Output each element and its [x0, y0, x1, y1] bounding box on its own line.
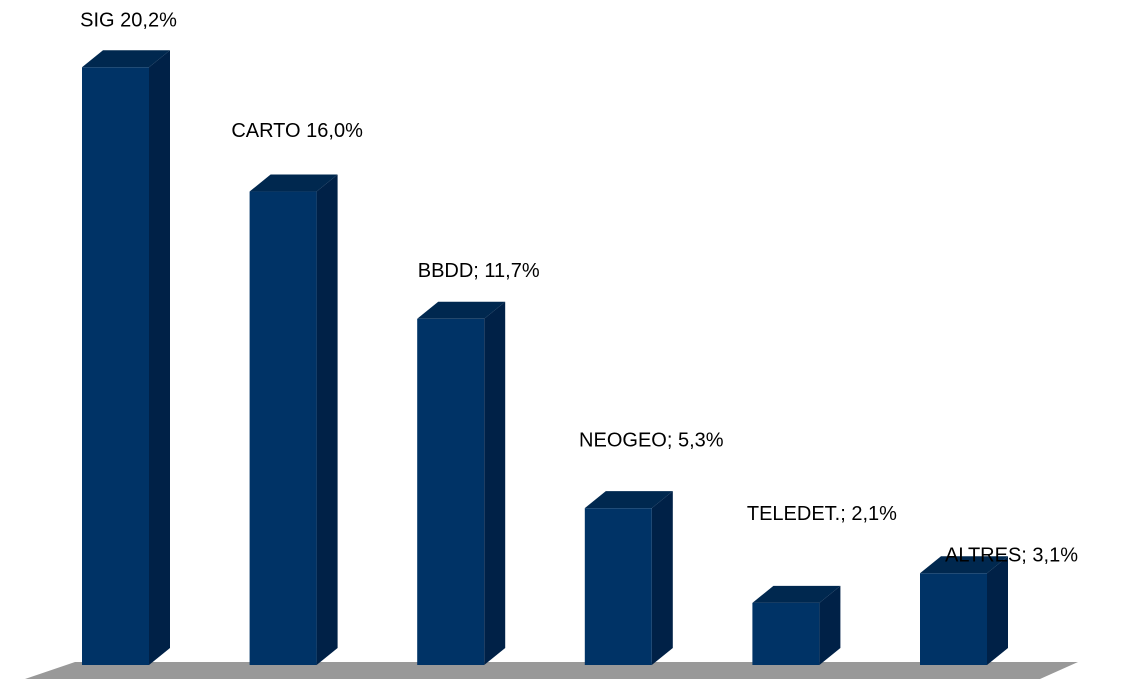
- data-label: SIG 20,2%: [80, 10, 177, 32]
- bar-side: [987, 556, 1008, 665]
- bar-top: [584, 491, 673, 509]
- data-label: TELEDET.; 2,1%: [747, 503, 897, 525]
- bar-top: [752, 585, 841, 603]
- bar-side: [149, 50, 170, 666]
- bar: [417, 318, 485, 665]
- bar: [752, 602, 820, 665]
- bar: [82, 67, 149, 666]
- bar: [920, 573, 987, 665]
- bar: [584, 508, 652, 665]
- floor: [25, 662, 1078, 679]
- data-label: NEOGEO; 5,3%: [579, 429, 724, 451]
- bar-top: [249, 174, 338, 192]
- data-label: BBDD; 11,7%: [418, 260, 540, 282]
- data-label: CARTO 16,0%: [231, 120, 363, 142]
- bar: [249, 191, 317, 665]
- bar-side: [819, 585, 841, 665]
- bar-top: [82, 50, 170, 68]
- bar-side: [651, 491, 673, 665]
- bar-side: [484, 301, 506, 665]
- bar-top: [920, 556, 1008, 574]
- bar-side: [316, 174, 338, 665]
- data-label: ALTRES; 3,1%: [945, 545, 1078, 567]
- bar-top: [417, 301, 506, 319]
